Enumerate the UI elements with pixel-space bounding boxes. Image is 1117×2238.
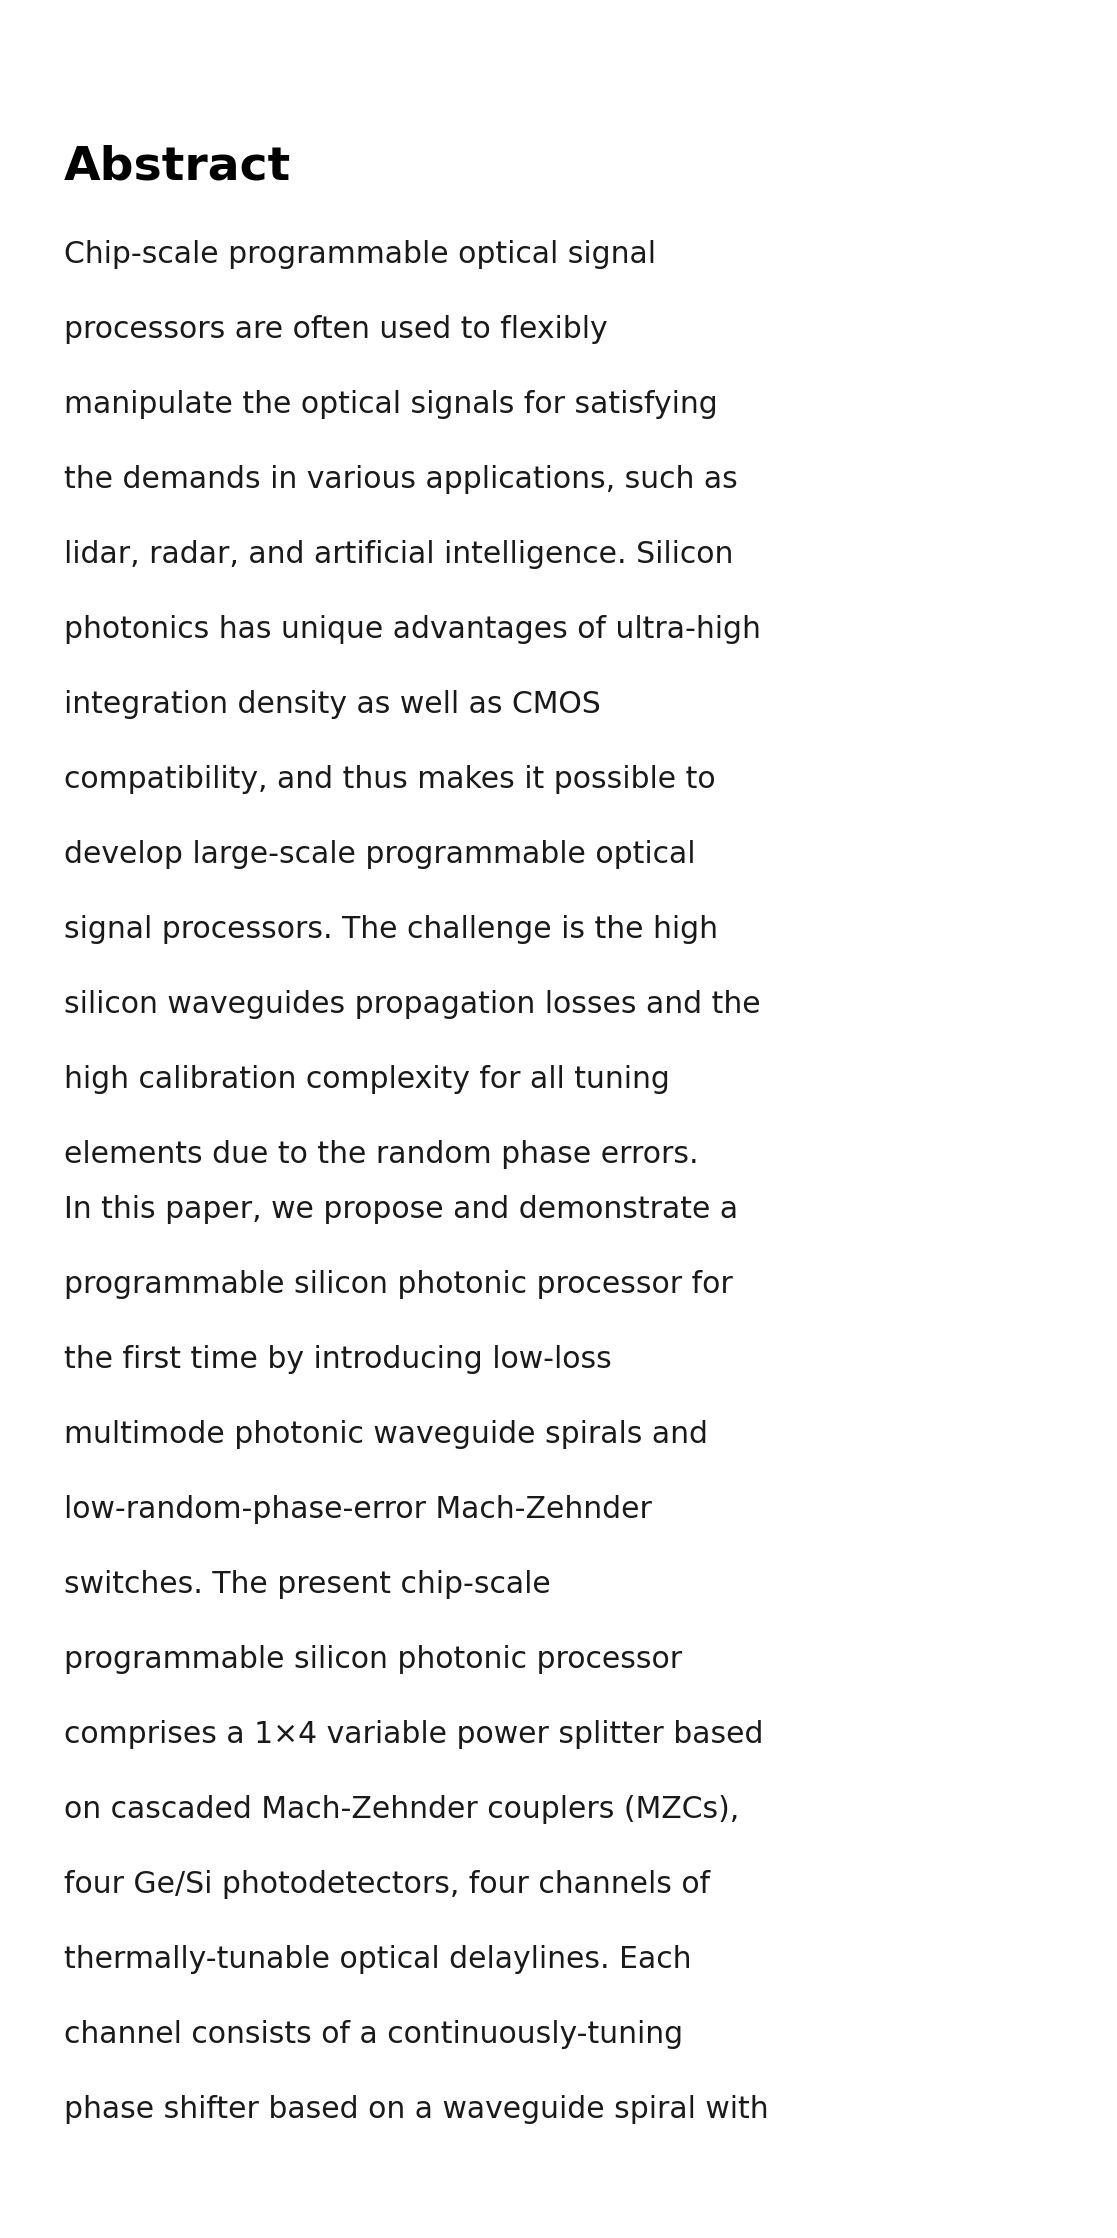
Text: compatibility, and thus makes it possible to: compatibility, and thus makes it possibl… xyxy=(64,765,715,794)
Text: silicon waveguides propagation losses and the: silicon waveguides propagation losses an… xyxy=(64,989,761,1018)
Text: integration density as well as CMOS: integration density as well as CMOS xyxy=(64,689,601,718)
Text: manipulate the optical signals for satisfying: manipulate the optical signals for satis… xyxy=(64,389,717,419)
Text: lidar, radar, and artificial intelligence. Silicon: lidar, radar, and artificial intelligenc… xyxy=(64,539,733,568)
Text: develop large-scale programmable optical: develop large-scale programmable optical xyxy=(64,839,695,868)
Text: programmable silicon photonic processor for: programmable silicon photonic processor … xyxy=(64,1269,733,1298)
Text: In this paper, we propose and demonstrate a: In this paper, we propose and demonstrat… xyxy=(64,1195,738,1224)
Text: processors are often used to flexibly: processors are often used to flexibly xyxy=(64,316,608,345)
Text: signal processors. The challenge is the high: signal processors. The challenge is the … xyxy=(64,915,717,944)
Text: the demands in various applications, such as: the demands in various applications, suc… xyxy=(64,466,737,495)
Text: channel consists of a continuously-tuning: channel consists of a continuously-tunin… xyxy=(64,2021,682,2050)
Text: programmable silicon photonic processor: programmable silicon photonic processor xyxy=(64,1645,681,1674)
Text: Abstract: Abstract xyxy=(64,145,290,190)
Text: four Ge/Si photodetectors, four channels of: four Ge/Si photodetectors, four channels… xyxy=(64,1871,709,1900)
Text: multimode photonic waveguide spirals and: multimode photonic waveguide spirals and xyxy=(64,1419,708,1448)
Text: low-random-phase-error Mach-Zehnder: low-random-phase-error Mach-Zehnder xyxy=(64,1495,651,1524)
Text: on cascaded Mach-Zehnder couplers (MZCs),: on cascaded Mach-Zehnder couplers (MZCs)… xyxy=(64,1795,739,1824)
Text: comprises a 1×4 variable power splitter based: comprises a 1×4 variable power splitter … xyxy=(64,1721,763,1750)
Text: thermally-tunable optical delaylines. Each: thermally-tunable optical delaylines. Ea… xyxy=(64,1945,691,1974)
Text: phase shifter based on a waveguide spiral with: phase shifter based on a waveguide spira… xyxy=(64,2095,768,2124)
Text: the first time by introducing low-loss: the first time by introducing low-loss xyxy=(64,1345,611,1374)
Text: high calibration complexity for all tuning: high calibration complexity for all tuni… xyxy=(64,1065,669,1094)
Text: photonics has unique advantages of ultra-high: photonics has unique advantages of ultra… xyxy=(64,615,761,645)
Text: elements due to the random phase errors.: elements due to the random phase errors. xyxy=(64,1139,698,1168)
Text: Chip-scale programmable optical signal: Chip-scale programmable optical signal xyxy=(64,239,656,269)
Text: switches. The present chip-scale: switches. The present chip-scale xyxy=(64,1571,551,1598)
